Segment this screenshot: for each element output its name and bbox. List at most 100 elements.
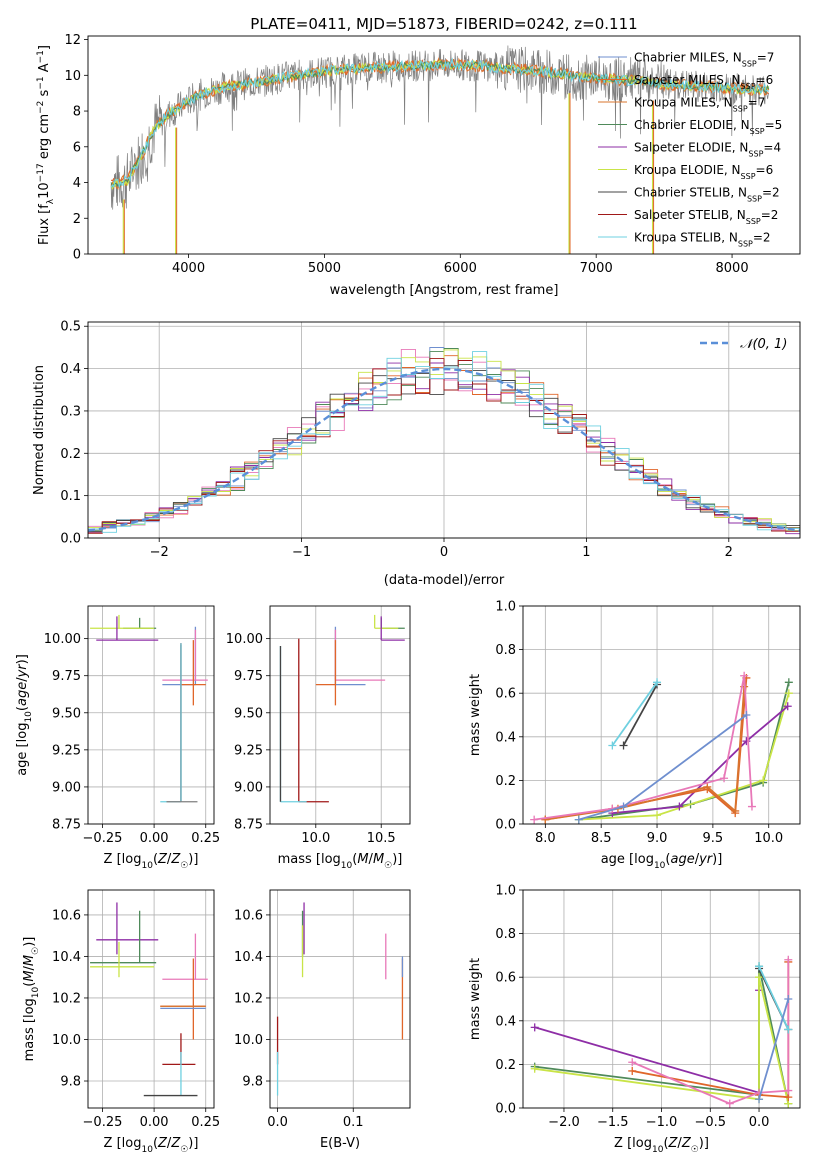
chart-residuals: −2 −1 0 1 2 0.0 0.1 0.2 0.3 0.4 0.5 (data-model)/er… (32, 320, 801, 588)
y-tick-label: 10.4 (234, 950, 263, 965)
axes-frame (269, 605, 411, 825)
chart-mass_vs_EBV: 0.0 0.1 9.8 10.0 10.2 10.4 10.6 E(B-V) (234, 889, 411, 1151)
axes: 10.0 10.5 8.75 9.00 9.25 9.50 9.75 10.00 mass [l… (226, 605, 411, 871)
gridlines (270, 606, 410, 825)
y-axis-label: mass weight (468, 674, 483, 756)
plot-area (88, 347, 800, 536)
legend-label: Kroupa ELODIE, NSSP=6 (634, 163, 773, 181)
x-tick-label: 0.25 (191, 1115, 220, 1130)
y-tick-label: 9.25 (234, 743, 263, 758)
y-tick-label: 10.0 (234, 1033, 263, 1048)
figure-title: PLATE=0411, MJD=51873, FIBERID=0242, z=0… (250, 15, 637, 33)
legend-label-subscript: SSP (742, 59, 757, 68)
axes: 0.0 0.1 9.8 10.0 10.2 10.4 10.6 E(B-V) (234, 889, 411, 1151)
y-axis-label: age [log10(age/yr)] (15, 654, 34, 776)
y-tick-label: 8 (73, 105, 81, 120)
weight-point (628, 1066, 637, 1075)
axes-frame (87, 35, 801, 255)
y-tick-label: 0.1 (60, 489, 81, 504)
x-tick-label: −0.25 (83, 831, 123, 846)
x-tick-label: −0.25 (83, 1115, 123, 1130)
legend-label-suffix: =2 (753, 231, 771, 245)
legend-label-subscript: SSP (748, 149, 763, 158)
legend-label: Kroupa STELIB, NSSP=2 (634, 231, 771, 249)
y-tick-label: 0.0 (495, 818, 516, 833)
weight-point (740, 671, 749, 680)
y-tick-label: 0.2 (495, 1058, 516, 1073)
legend-label-subscript: SSP (733, 104, 748, 113)
x-tick-label: 8.0 (535, 831, 556, 846)
y-tick-label: 0.0 (60, 532, 81, 547)
y-tick-label: 9.00 (52, 780, 81, 795)
axes: −2 −1 0 1 2 0.0 0.1 0.2 0.3 0.4 0.5 (data-model)/er… (32, 320, 801, 588)
axes-frame (87, 889, 215, 1109)
y-tick-label: 9.75 (52, 669, 81, 684)
y-tick-label: 1.0 (495, 600, 516, 615)
y-tick-label: 10.00 (44, 632, 81, 647)
legend-label-subscript: SSP (741, 82, 756, 91)
axes: 8.0 8.5 9.0 9.5 10.0 0.0 0.2 0.4 0.6 0.8 1.0 age [l… (468, 600, 801, 871)
y-tick-label: 2 (73, 212, 81, 227)
weight-point (784, 678, 793, 687)
y-axis-label: Normed distribution (32, 365, 47, 495)
y-tick-label: 10.2 (234, 991, 263, 1006)
weight-point (783, 702, 792, 711)
weight-point (530, 1023, 539, 1032)
y-axis-label: mass weight (468, 958, 483, 1040)
chart-spectrum: 4000 5000 6000 7000 8000 0 2 4 6 8 10 12 wavelength … (36, 33, 801, 298)
legend-label: Salpeter ELODIE, NSSP=4 (634, 141, 781, 159)
x-tick-label: −1 (292, 545, 311, 560)
x-tick-label: −2.0 (548, 1115, 580, 1130)
legend-label-subscript: SSP (747, 194, 762, 203)
axes-frame (87, 321, 801, 539)
x-tick-label: 10.0 (754, 831, 783, 846)
x-tick-label: −1.5 (597, 1115, 629, 1130)
legend-label: Chabrier ELODIE, NSSP=5 (634, 118, 782, 136)
chart-weight_vs_Z: −2.0 −1.5 −1.0 −0.5 0.0 0.0 0.2 0.4 0.6 0.8 1.0 Z [… (468, 884, 801, 1155)
legend-label: Chabrier STELIB, NSSP=2 (634, 186, 780, 204)
x-tick-label: 0.0 (267, 1115, 288, 1130)
axes-frame (269, 889, 411, 1109)
gridlines (270, 890, 410, 1108)
chart-mass_vs_Z: −0.25 0.00 0.25 9.8 10.0 10.2 10.4 10.6 Z [log10… (22, 889, 220, 1155)
weight-line (758, 998, 790, 1100)
plot-area (90, 614, 208, 803)
y-axis-label: Flux [fλ10−17 erg cm−2 s−1 A−1] (36, 45, 56, 245)
y-tick-label: 4 (73, 176, 81, 191)
legend-label-suffix: =4 (763, 141, 781, 155)
x-tick-label: 10.0 (301, 831, 330, 846)
x-tick-label: 0.0 (749, 1115, 770, 1130)
weight-line (534, 990, 760, 1094)
axes: −0.25 0.00 0.25 9.8 10.0 10.2 10.4 10.6 Z [log10… (22, 889, 220, 1155)
y-tick-label: 0.4 (495, 730, 516, 745)
x-tick-label: 4000 (172, 261, 205, 276)
x-tick-label: 0.25 (191, 831, 220, 846)
y-tick-label: 0.0 (495, 1102, 516, 1117)
weight-line (612, 705, 789, 814)
weight-point (619, 741, 628, 750)
legend-label-suffix: =6 (756, 73, 774, 87)
y-tick-label: 8.75 (234, 818, 263, 833)
legend-label-subscript: SSP (750, 127, 765, 136)
legend-label-subscript: SSP (738, 239, 753, 248)
legend-label: Salpeter STELIB, NSSP=2 (634, 208, 778, 226)
legend-label-subscript: SSP (746, 217, 761, 226)
y-tick-label: 10.0 (52, 1033, 81, 1048)
x-tick-label: 6000 (444, 261, 477, 276)
y-tick-label: 0.5 (60, 320, 81, 335)
x-tick-label: 1 (582, 545, 590, 560)
weight-point (784, 955, 793, 964)
weight-point (628, 1058, 637, 1067)
chart-weight_vs_age: 8.0 8.5 9.0 9.5 10.0 0.0 0.2 0.4 0.6 0.8 1.0 age [l… (468, 600, 801, 871)
y-axis-label: mass [log10(M/M☉)] (22, 937, 41, 1062)
y-tick-label: 12 (64, 33, 81, 48)
legend-label-suffix: =5 (765, 118, 783, 132)
legend-label-suffix: =2 (762, 186, 780, 200)
y-tick-label: 9.8 (60, 1075, 81, 1090)
x-tick-label: 8.5 (591, 831, 612, 846)
x-tick-label: 2 (725, 545, 733, 560)
weight-point (742, 737, 751, 746)
x-tick-label: −2 (150, 545, 169, 560)
weight-point (530, 815, 539, 824)
weight-point (608, 741, 617, 750)
